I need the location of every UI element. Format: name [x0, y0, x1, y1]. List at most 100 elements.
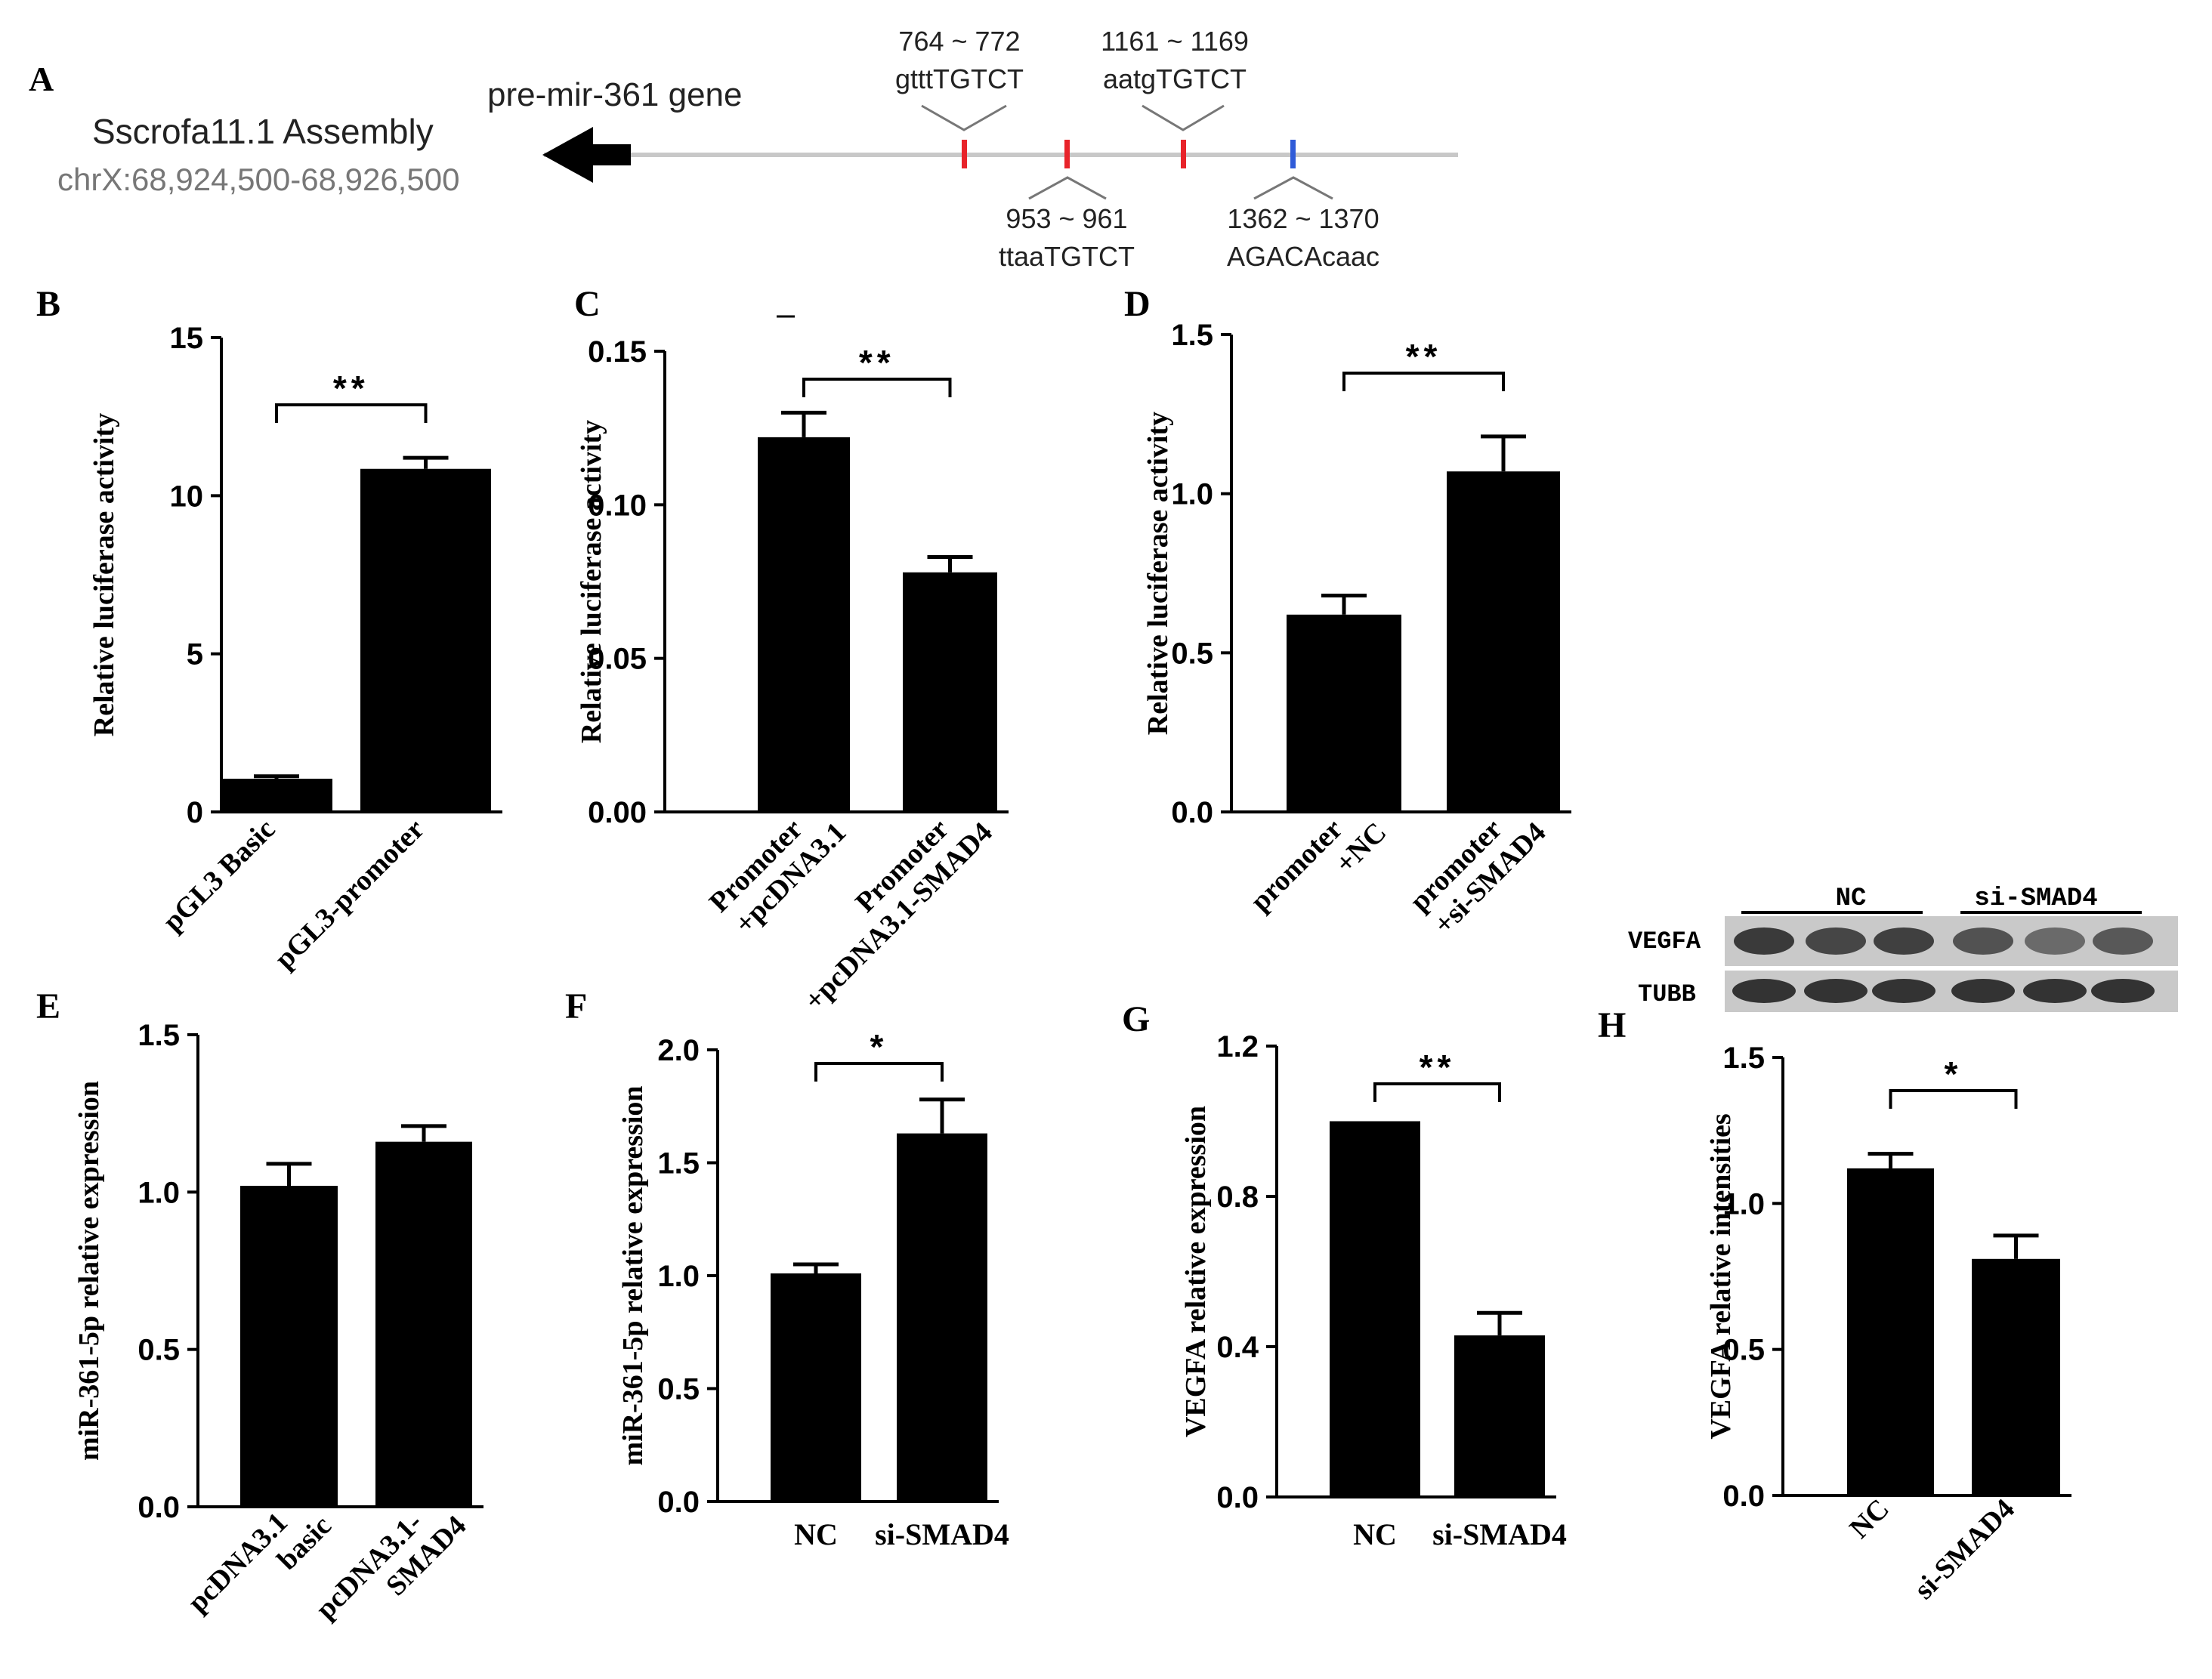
y-axis-label: Relative luciferase activity	[576, 420, 607, 743]
vegfa-band	[2093, 927, 2153, 955]
y-tick-label: 0.5	[137, 1334, 180, 1367]
y-tick-label: 0.05	[588, 643, 647, 676]
tubb-band	[1804, 979, 1868, 1003]
y-tick-label: 0.0	[1216, 1481, 1259, 1514]
x-tick-label: promoter+si-SMAD4	[1404, 793, 1552, 941]
site-seq: gtttTGTCT	[895, 63, 1024, 94]
assembly-coords: chrX:68,924,500-68,926,500	[57, 162, 459, 197]
x-tick-label: NC	[1353, 1517, 1397, 1551]
bar	[360, 468, 491, 812]
x-tick-label: NC	[794, 1517, 838, 1551]
y-tick-label: 0.00	[588, 796, 647, 829]
y-tick-label: 1.5	[1722, 1042, 1765, 1075]
tubb-band	[1872, 979, 1936, 1003]
y-axis-label: miR-361-5p relative expression	[617, 1085, 649, 1465]
x-tick-label: Promoter+pcDNA3.1	[703, 793, 853, 943]
site-range: 953 ~ 961	[1006, 203, 1127, 234]
vegfa-band	[1734, 927, 1794, 955]
chart-b: B 0 5 10 15 Relative luciferase activity pGL3 …	[36, 284, 502, 975]
y-tick-label: 0.15	[588, 335, 647, 369]
blot-row-vegfa: VEGFA	[1628, 927, 1701, 955]
chart-e: E 0.0 0.5 1.0 1.5 miR-361-5p relative express…	[36, 986, 483, 1642]
bar	[771, 1273, 861, 1502]
significance-label: **	[1406, 337, 1442, 376]
significance-bracket	[1373, 1082, 1501, 1102]
site-range: 1362 ~ 1370	[1227, 203, 1379, 234]
y-tick-label: 1.5	[137, 1019, 180, 1052]
y-tick-label: 0.10	[588, 489, 647, 522]
panel-a: A Sscrofa11.1 Assembly chrX:68,924,500-6…	[29, 26, 1458, 272]
significance-label: *	[870, 1027, 888, 1066]
y-axis-label: Relative luciferase activity	[1142, 412, 1174, 735]
bar	[897, 1133, 987, 1502]
blot-group-nc: NC	[1836, 884, 1867, 913]
x-tick-label: NC	[1843, 1493, 1895, 1545]
y-tick-label: 0.5	[1722, 1334, 1765, 1367]
tubb-band	[2023, 979, 2087, 1003]
bar	[375, 1141, 472, 1507]
chart-c: C 0.00 0.05 0.10 0.15 Relative luciferase act…	[574, 284, 1009, 1017]
tubb-band	[1732, 979, 1796, 1003]
significance-bracket	[275, 403, 428, 423]
panel-letter: H	[1598, 1005, 1626, 1045]
vegfa-band	[1874, 927, 1934, 955]
x-tick-label-line: promoter	[1244, 813, 1349, 918]
y-tick-label: 0.8	[1216, 1181, 1259, 1214]
x-tick-label: pGL3-promoter	[269, 813, 431, 975]
site-marker	[1064, 140, 1070, 168]
y-tick-label: 1.0	[1171, 478, 1213, 511]
site-764-772: 764 ~ 772 gtttTGTCT	[895, 26, 1024, 168]
y-tick-label: 1.5	[657, 1147, 700, 1181]
chart-d: D 0.0 0.5 1.0 1.5 Relative luciferase activit…	[1124, 284, 1571, 941]
bar	[1447, 471, 1560, 812]
significance-bracket	[1889, 1089, 2018, 1109]
vegfa-band	[1953, 927, 2013, 955]
y-axis-label: VEGFA relative intensities	[1705, 1113, 1737, 1439]
panel-letter: F	[565, 986, 587, 1026]
y-tick-label: 15	[170, 322, 204, 355]
y-tick-label: 0.0	[1722, 1480, 1765, 1513]
site-seq: AGACAcaac	[1227, 241, 1379, 272]
y-tick-label: 1.0	[137, 1176, 180, 1209]
y-tick-label: 1.0	[657, 1260, 700, 1293]
panel-letter: G	[1122, 999, 1150, 1039]
bar	[758, 437, 850, 812]
y-tick-label: 2.0	[657, 1034, 700, 1067]
y-tick-label: 0	[187, 796, 203, 829]
x-tick-label-line: NC	[1843, 1493, 1895, 1545]
bar	[903, 572, 997, 812]
x-tick-label-line: pGL3-promoter	[269, 813, 431, 975]
x-tick-label: pGL3 Basic	[157, 813, 282, 938]
bar	[1972, 1258, 2060, 1495]
y-tick-label: 0.5	[657, 1373, 700, 1406]
y-tick-label: 1.5	[1171, 319, 1213, 352]
blot-group-si-smad4: si-SMAD4	[1974, 884, 2097, 913]
x-tick-label: Promoter+pcDNA3.1-SMAD4	[775, 793, 999, 1017]
bar	[1287, 614, 1401, 812]
significance-bracket	[1342, 372, 1505, 391]
panel-letter: D	[1124, 284, 1151, 324]
bar	[221, 779, 332, 812]
y-tick-label: 5	[187, 638, 203, 671]
bar	[1847, 1168, 1934, 1495]
x-tick-label: pcDNA3.1basic	[181, 1486, 337, 1642]
bar	[1454, 1335, 1545, 1497]
gene-label: pre-mir-361 gene	[487, 76, 743, 113]
vegfa-bands	[1734, 927, 2153, 955]
y-tick-label: 1.2	[1216, 1030, 1259, 1063]
site-marker	[962, 140, 967, 168]
significance-bracket	[814, 1062, 944, 1082]
site-953-961: 953 ~ 961 ttaaTGTCT	[999, 140, 1135, 272]
chart-h: H 0.0 0.5 1.0 1.5 VEGFA relative intensities N…	[1598, 1005, 2071, 1606]
y-tick-label: 0.0	[657, 1486, 700, 1519]
assembly-title: Sscrofa11.1 Assembly	[92, 112, 434, 151]
bar	[240, 1186, 338, 1507]
gene-arrow	[542, 127, 631, 183]
bar	[1330, 1121, 1420, 1497]
vegfa-band	[2025, 927, 2085, 955]
site-marker	[1181, 140, 1186, 168]
panel-letter: E	[36, 986, 60, 1026]
y-tick-label: 1.0	[1722, 1187, 1765, 1221]
y-tick-label: 0.4	[1216, 1331, 1259, 1364]
